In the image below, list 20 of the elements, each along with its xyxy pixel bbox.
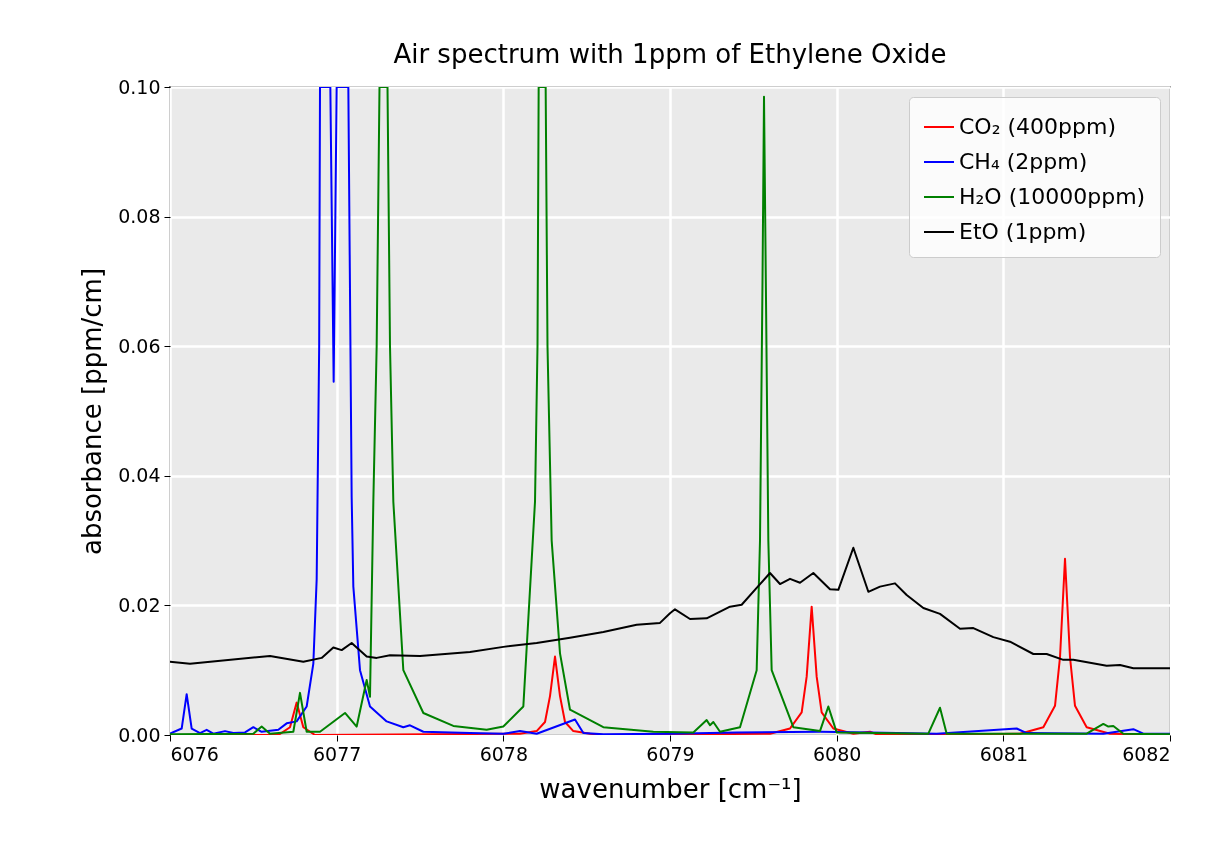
legend-label: EtO (1ppm) <box>959 219 1087 244</box>
legend-label: H₂O (10000ppm) <box>959 184 1146 209</box>
chart-title: Air spectrum with 1ppm of Ethylene Oxide <box>393 39 947 69</box>
y-axis-title: absorbance [ppm/cm] <box>77 267 108 556</box>
legend-label: CH₄ (2ppm) <box>959 149 1088 174</box>
x-tick-label: 6076 <box>170 742 219 765</box>
legend-label: CO₂ (400ppm) <box>959 114 1117 139</box>
y-tick-label: 0.06 <box>118 334 161 357</box>
x-tick-label: 6078 <box>479 742 529 765</box>
y-tick-label: 0.04 <box>118 464 161 487</box>
x-tick-label: 6081 <box>979 742 1029 765</box>
y-tick-label: 0.02 <box>118 593 161 616</box>
y-tick-label: 0.00 <box>118 723 161 746</box>
x-tick-label: 6077 <box>312 742 362 765</box>
x-axis-title: wavenumber [cm⁻¹] <box>539 773 802 804</box>
y-tick-label: 0.08 <box>118 205 161 228</box>
x-tick-label: 6079 <box>646 742 695 765</box>
x-tick-label: 6080 <box>812 742 862 765</box>
x-tick-label: 6082 <box>1122 742 1171 765</box>
y-tick-label: 0.10 <box>118 75 161 98</box>
